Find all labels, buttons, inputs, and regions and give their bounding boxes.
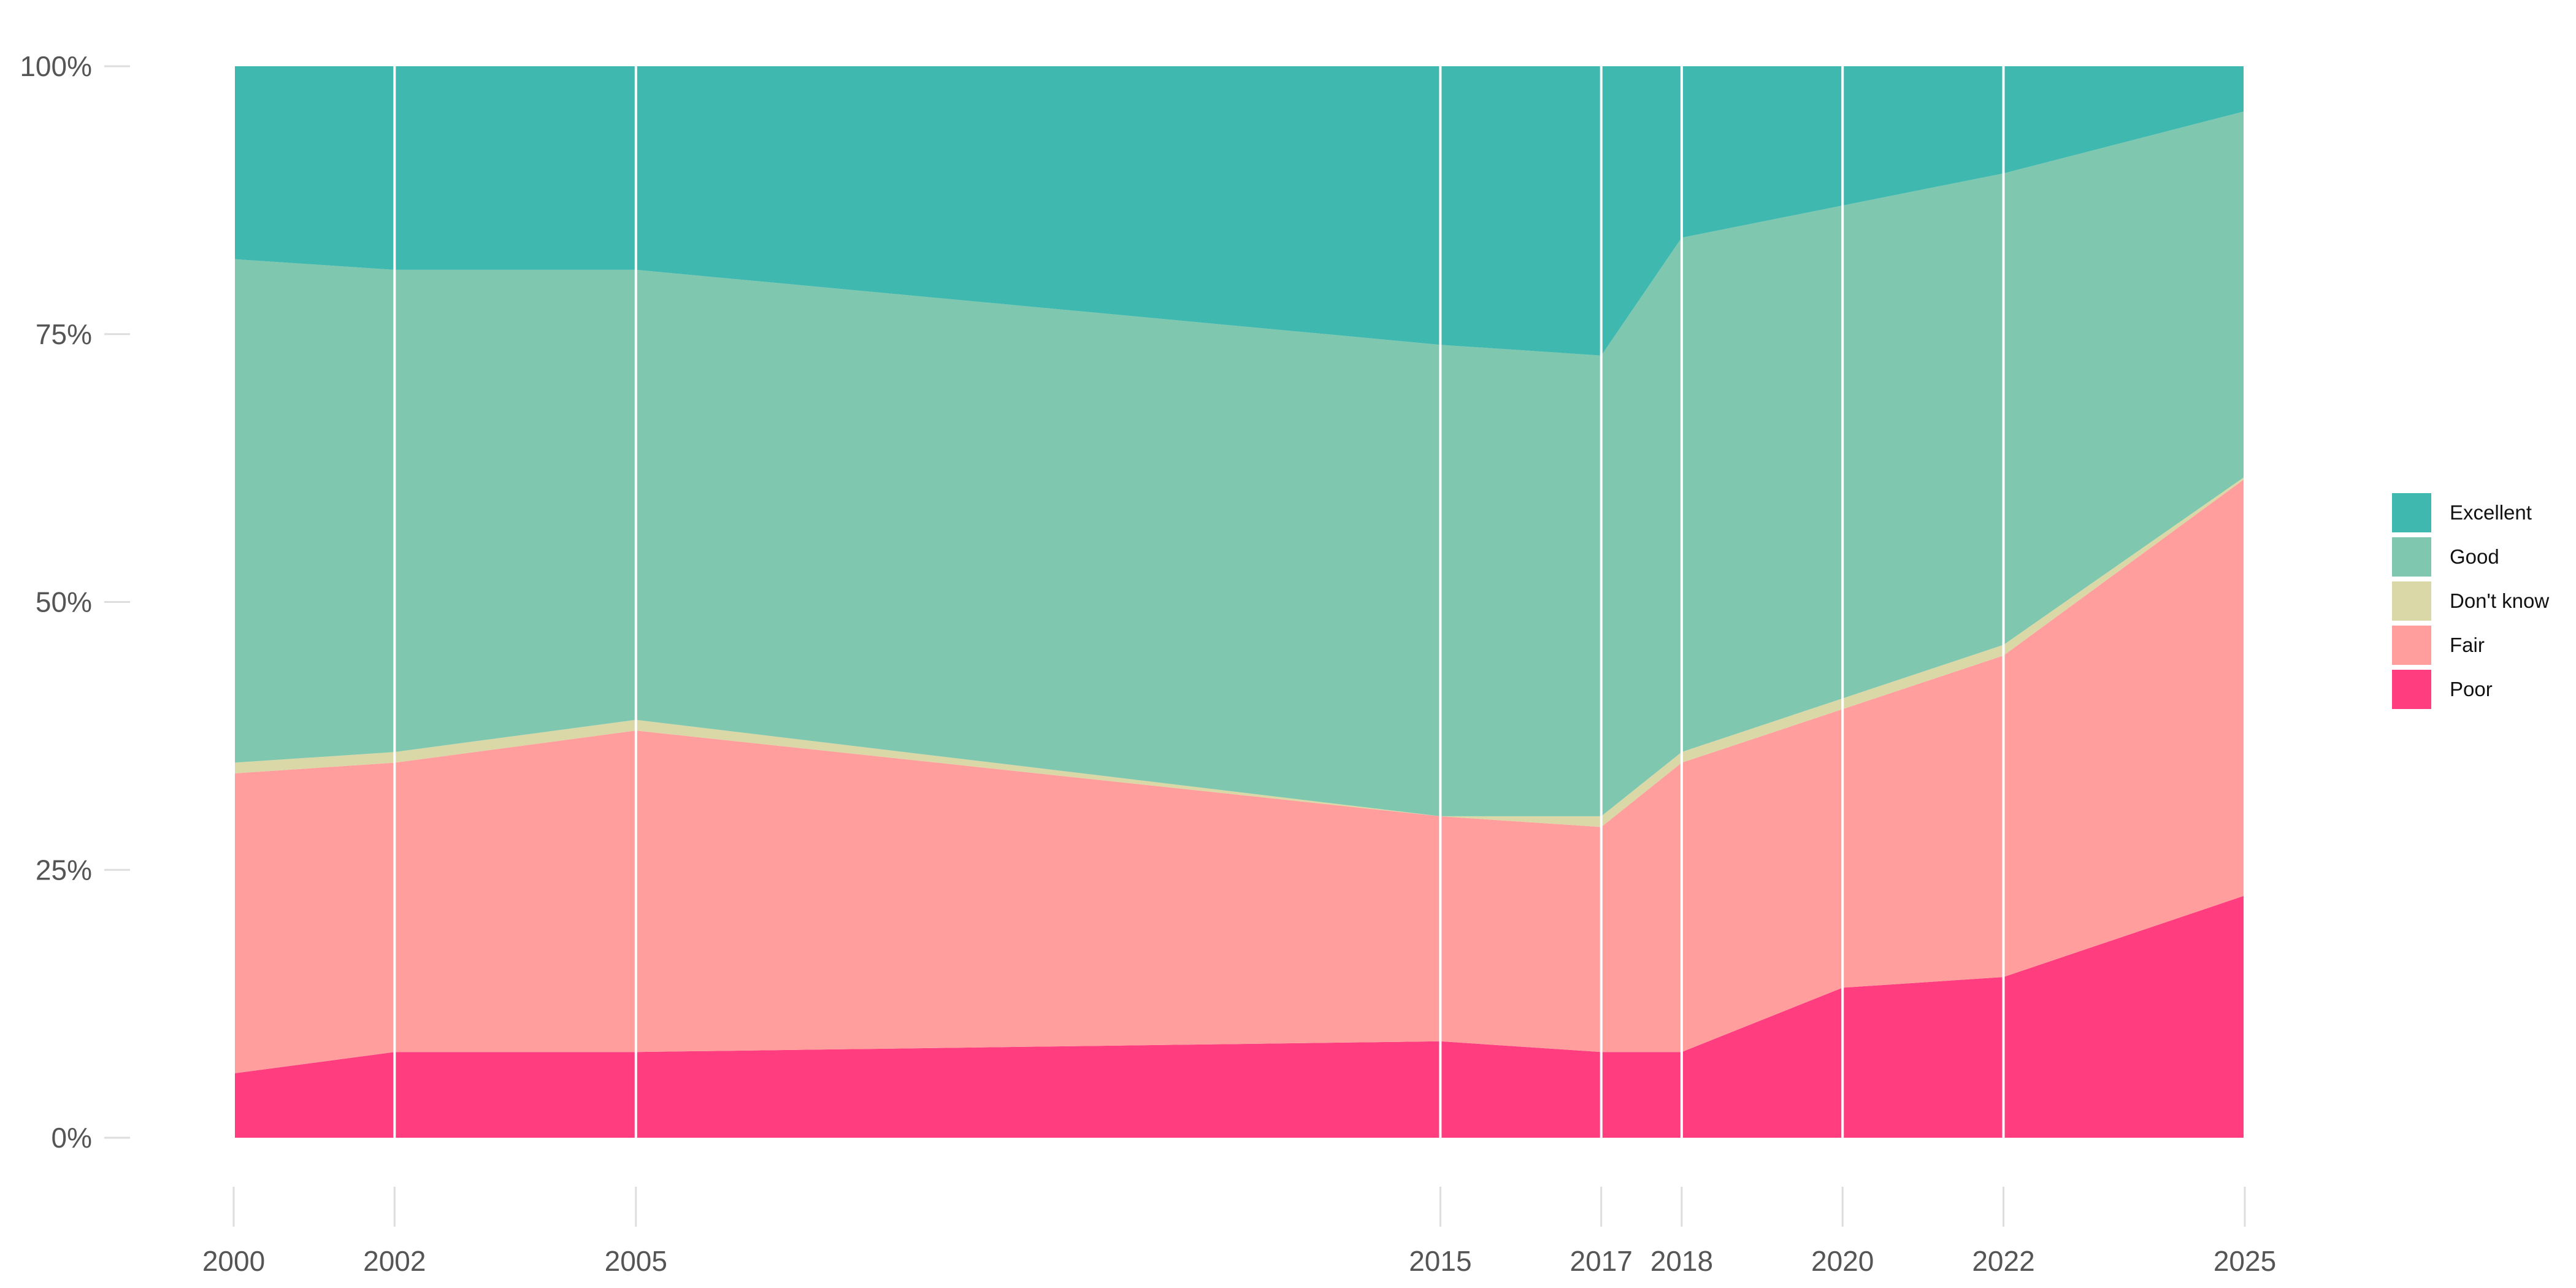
legend-item-fair: Fair [2392,623,2549,667]
x-tick-label: 2005 [605,1245,667,1277]
legend-label-dont-know: Don't know [2450,589,2550,612]
vertical-gridlines [232,66,2246,1138]
plot-areas [234,66,2245,1138]
y-tick-label: 0% [52,1122,92,1154]
x-tick-label: 2022 [1972,1245,2034,1277]
x-tick-label: 2017 [1570,1245,1633,1277]
area-good [234,111,2245,816]
area-fair [234,478,2245,1074]
x-tick-label: 2002 [363,1245,426,1277]
area-poor [234,895,2245,1138]
y-tick-label: 100% [20,50,92,82]
x-tick-label: 2018 [1650,1245,1713,1277]
legend-swatch-dont-know [2392,581,2431,621]
y-tick-label: 50% [36,586,92,618]
legend-item-poor: Poor [2392,667,2549,711]
legend-label-excellent: Excellent [2450,501,2532,524]
legend-label-poor: Poor [2450,678,2493,700]
legend-item-dont-know: Don't know [2392,579,2549,623]
legend-swatch-fair [2392,626,2431,665]
x-tick-label: 2015 [1409,1245,1471,1277]
legend-swatch-good [2392,537,2431,577]
x-tick-label: 2000 [202,1245,265,1277]
x-axis: 2000 2002 2005 2015 2017 2018 2020 2022 2025 [202,1187,2276,1277]
area-excellent [234,66,2245,356]
legend-label-good: Good [2450,545,2499,568]
legend-label-fair: Fair [2450,634,2485,656]
legend-item-good: Good [2392,535,2549,579]
y-tick-label: 75% [36,318,92,350]
x-tick-label: 2020 [1811,1245,1874,1277]
area-don-t-know [234,477,2245,827]
y-tick-label: 25% [36,854,92,886]
y-axis: 0% 25% 50% 75% 100% [20,50,130,1154]
legend-item-excellent: Excellent [2392,491,2549,535]
legend-swatch-excellent [2392,493,2431,532]
legend-swatch-poor [2392,670,2431,709]
legend: Excellent Good Don't know Fair Poor [2392,491,2549,711]
x-tick-label: 2025 [2214,1245,2276,1277]
